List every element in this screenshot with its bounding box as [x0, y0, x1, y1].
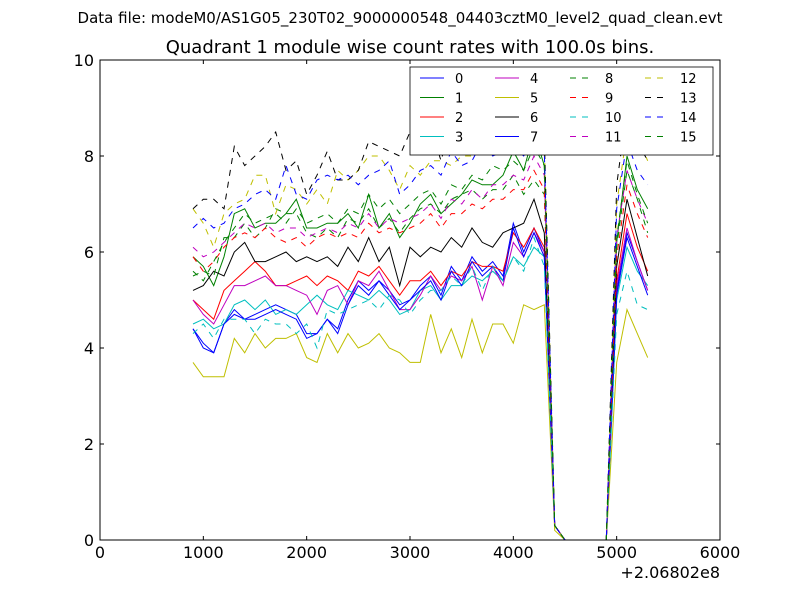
legend-label-4: 4: [530, 72, 538, 87]
y-tick-label: 0: [84, 531, 94, 550]
legend-label-8: 8: [605, 72, 613, 87]
series-line-10: [192, 236, 648, 541]
y-tick-label: 10: [74, 51, 94, 70]
legend-label-5: 5: [530, 92, 538, 107]
figure-suptitle: Data file: modeM0/AS1G05_230T02_90000005…: [77, 9, 723, 27]
series-line-3: [192, 245, 649, 541]
legend-label-9: 9: [605, 92, 613, 107]
y-tick-label: 2: [84, 435, 94, 454]
series-line-14: [192, 135, 649, 541]
series-line-12: [192, 131, 649, 541]
legend-box: [409, 66, 714, 156]
series-line-8: [192, 170, 649, 541]
legend-label-11: 11: [605, 131, 622, 146]
y-tick-label: 8: [84, 147, 94, 166]
series-line-2: [192, 213, 649, 541]
x-tick-label: 6000: [700, 543, 741, 562]
series-line-0: [192, 221, 649, 541]
legend-label-14: 14: [680, 111, 697, 126]
series-line-11: [192, 154, 649, 541]
series-line-1: [192, 130, 649, 541]
legend-label-3: 3: [455, 131, 463, 146]
x-tick-label: 1000: [183, 543, 224, 562]
legend-label-13: 13: [680, 92, 697, 107]
chart-title: Quadrant 1 module wise count rates with …: [166, 37, 655, 58]
legend-label-15: 15: [680, 131, 697, 146]
legend-label-2: 2: [455, 111, 463, 126]
series-line-13: [192, 106, 649, 541]
series-line-5: [192, 304, 649, 541]
legend-label-7: 7: [530, 131, 538, 146]
x-tick-label: 0: [95, 543, 105, 562]
legend-label-0: 0: [455, 72, 463, 87]
y-tick-label: 6: [84, 243, 94, 262]
x-tick-label: 2000: [286, 543, 327, 562]
legend-label-1: 1: [455, 92, 463, 107]
legend-label-10: 10: [605, 111, 622, 126]
y-tick-label: 4: [84, 339, 94, 358]
x-tick-label: 4000: [493, 543, 534, 562]
series-line-9: [192, 169, 649, 541]
series-line-4: [192, 227, 649, 541]
series-line-7: [192, 226, 649, 541]
series-line-6: [192, 197, 649, 541]
series-line-15: [192, 145, 649, 541]
x-tick-label: 5000: [596, 543, 637, 562]
legend-label-6: 6: [530, 111, 538, 126]
legend-label-12: 12: [680, 72, 697, 87]
x-tick-label: 3000: [390, 543, 431, 562]
x-offset-label: +2.06802e8: [620, 563, 720, 582]
